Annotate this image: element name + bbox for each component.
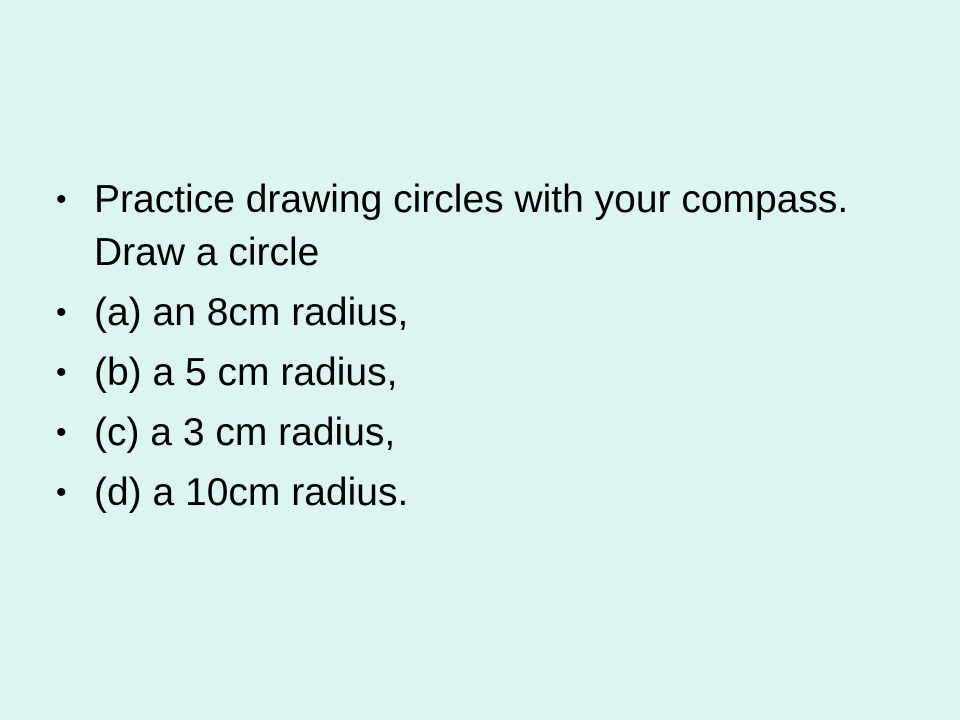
bullet-text: (a) an 8cm radius, (94, 291, 409, 334)
bullet-dot-icon: • (56, 476, 67, 509)
bullet-item-c: • (c) a 3 cm radius, (56, 406, 916, 459)
bullet-text: (d) a 10cm radius. (94, 471, 409, 514)
bullet-dot-icon: • (56, 416, 67, 449)
bullet-dot-icon: • (56, 356, 67, 389)
bullet-item-b: • (b) a 5 cm radius, (56, 346, 916, 399)
bullet-item-instructions: • Practice drawing circles with your com… (56, 173, 916, 279)
bullet-text: (b) a 5 cm radius, (94, 351, 398, 394)
bullet-dot-icon: • (56, 296, 67, 329)
bullet-dot-icon: • (56, 183, 67, 216)
bullet-text: (c) a 3 cm radius, (94, 411, 396, 454)
bullet-item-a: • (a) an 8cm radius, (56, 286, 916, 339)
bullet-text: Practice drawing circles with your compa… (94, 178, 849, 274)
bullet-list: • Practice drawing circles with your com… (56, 173, 916, 526)
bullet-item-d: • (d) a 10cm radius. (56, 466, 916, 519)
